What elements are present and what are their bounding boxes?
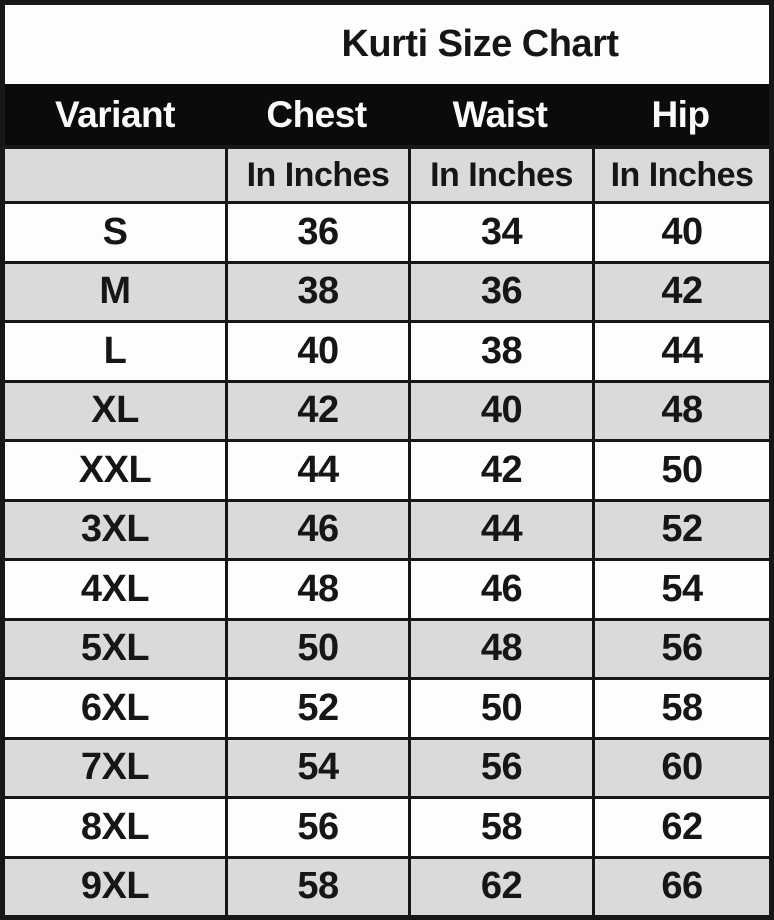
row-xxl-hip: 50 bbox=[592, 439, 769, 499]
row-m-variant: M bbox=[5, 260, 225, 320]
row-9xl-hip: 66 bbox=[592, 855, 769, 915]
row-s-chest: 36 bbox=[225, 201, 408, 261]
row-m-waist: 36 bbox=[408, 260, 592, 320]
row-s-hip: 40 bbox=[592, 201, 769, 261]
row-5xl-hip: 56 bbox=[592, 617, 769, 677]
row-xxl-chest: 44 bbox=[225, 439, 408, 499]
row-7xl-hip: 60 bbox=[592, 736, 769, 796]
row-xxl-variant: XXL bbox=[5, 439, 225, 499]
row-3xl-waist: 44 bbox=[408, 498, 592, 558]
row-4xl-chest: 48 bbox=[225, 558, 408, 618]
row-6xl-variant: 6XL bbox=[5, 677, 225, 737]
row-5xl-waist: 48 bbox=[408, 617, 592, 677]
row-4xl-variant: 4XL bbox=[5, 558, 225, 618]
row-l-variant: L bbox=[5, 320, 225, 380]
row-l-waist: 38 bbox=[408, 320, 592, 380]
row-7xl-waist: 56 bbox=[408, 736, 592, 796]
row-xxl-waist: 42 bbox=[408, 439, 592, 499]
units-cell-hip: In Inches bbox=[592, 145, 769, 201]
row-9xl-variant: 9XL bbox=[5, 855, 225, 915]
units-cell-chest: In Inches bbox=[225, 145, 408, 201]
row-8xl-waist: 58 bbox=[408, 796, 592, 856]
column-header-variant: Variant bbox=[5, 84, 225, 145]
row-8xl-chest: 56 bbox=[225, 796, 408, 856]
chart-title: Kurti Size Chart bbox=[5, 5, 769, 84]
row-7xl-variant: 7XL bbox=[5, 736, 225, 796]
column-header-waist: Waist bbox=[408, 84, 592, 145]
row-xl-variant: XL bbox=[5, 379, 225, 439]
row-s-variant: S bbox=[5, 201, 225, 261]
row-6xl-waist: 50 bbox=[408, 677, 592, 737]
row-3xl-chest: 46 bbox=[225, 498, 408, 558]
row-8xl-variant: 8XL bbox=[5, 796, 225, 856]
row-m-hip: 42 bbox=[592, 260, 769, 320]
row-9xl-chest: 58 bbox=[225, 855, 408, 915]
row-6xl-hip: 58 bbox=[592, 677, 769, 737]
row-7xl-chest: 54 bbox=[225, 736, 408, 796]
row-6xl-chest: 52 bbox=[225, 677, 408, 737]
column-header-hip: Hip bbox=[592, 84, 769, 145]
column-header-chest: Chest bbox=[225, 84, 408, 145]
row-5xl-chest: 50 bbox=[225, 617, 408, 677]
row-3xl-variant: 3XL bbox=[5, 498, 225, 558]
row-4xl-hip: 54 bbox=[592, 558, 769, 618]
row-l-hip: 44 bbox=[592, 320, 769, 380]
row-xl-hip: 48 bbox=[592, 379, 769, 439]
row-3xl-hip: 52 bbox=[592, 498, 769, 558]
row-9xl-waist: 62 bbox=[408, 855, 592, 915]
units-cell-variant bbox=[5, 145, 225, 201]
row-xl-chest: 42 bbox=[225, 379, 408, 439]
row-5xl-variant: 5XL bbox=[5, 617, 225, 677]
row-m-chest: 38 bbox=[225, 260, 408, 320]
row-4xl-waist: 46 bbox=[408, 558, 592, 618]
row-s-waist: 34 bbox=[408, 201, 592, 261]
row-l-chest: 40 bbox=[225, 320, 408, 380]
row-xl-waist: 40 bbox=[408, 379, 592, 439]
row-8xl-hip: 62 bbox=[592, 796, 769, 856]
units-cell-waist: In Inches bbox=[408, 145, 592, 201]
